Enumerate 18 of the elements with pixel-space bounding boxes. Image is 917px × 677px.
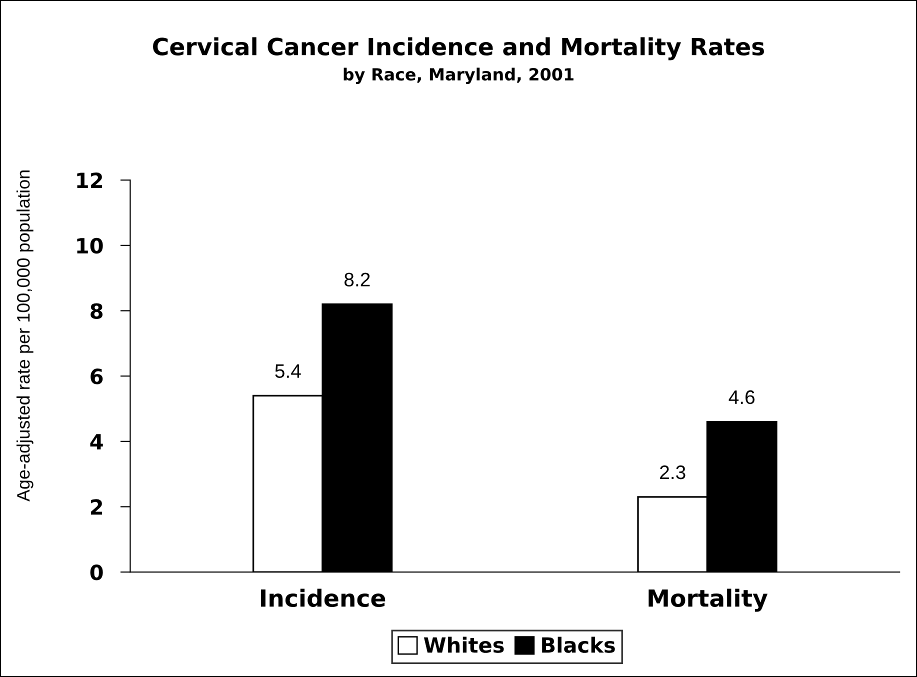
y-tick-label: 12: [77, 172, 102, 188]
legend-label: Whites: [424, 636, 504, 653]
x-tick-label: Incidence: [261, 588, 386, 608]
x-tick-label: Mortality: [648, 588, 768, 612]
chart-title: Cervical Cancer Incidence and Mortality Rates: [153, 37, 764, 60]
data-label: 8.2: [344, 272, 370, 286]
chart-subtitle: by Race, Maryland, 2001: [344, 68, 574, 84]
y-axis-title: Age-adjusted rate per 100,000 population: [16, 170, 34, 502]
data-label: 5.4: [275, 364, 301, 378]
data-label: 4.6: [728, 390, 755, 404]
y-tick-label: 2: [90, 499, 102, 515]
y-tick-label: 10: [77, 238, 103, 254]
y-tick-label: 8: [90, 303, 103, 319]
y-tick-label: 6: [90, 368, 103, 384]
legend-label: Blacks: [542, 636, 615, 653]
data-label: 2.3: [660, 465, 686, 480]
y-tick-label: 4: [90, 434, 103, 450]
y-tick-label: 0: [90, 564, 103, 580]
